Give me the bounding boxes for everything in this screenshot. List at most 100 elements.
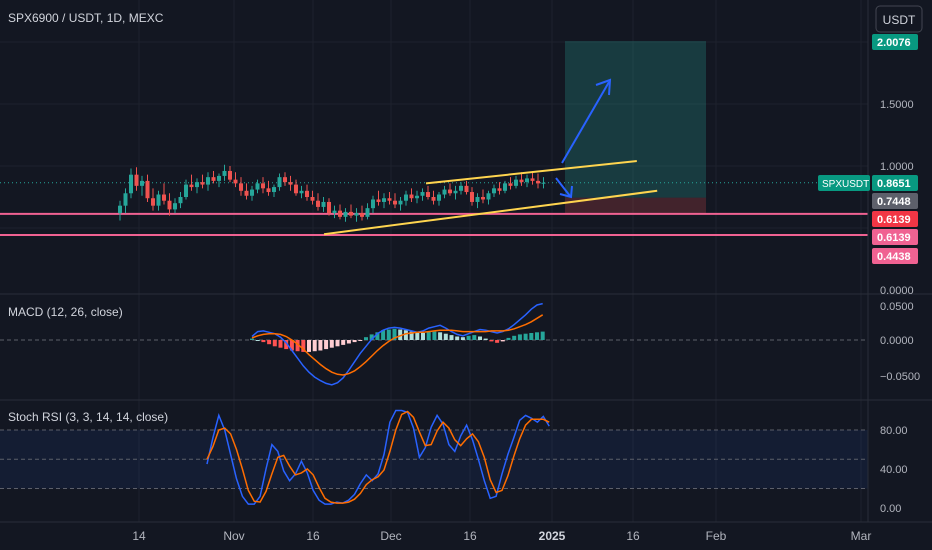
macd-histogram-bar [250, 338, 254, 340]
macd-histogram-bar [364, 337, 368, 340]
candle-body [217, 175, 221, 181]
time-label: Feb [706, 529, 727, 543]
currency-button[interactable]: USDT [875, 5, 923, 33]
candle-body [343, 211, 348, 217]
svg-text:2.0076: 2.0076 [877, 37, 911, 49]
macd-histogram-bar [335, 340, 340, 347]
macd-histogram-bar [506, 337, 511, 340]
macd-histogram-bar [369, 334, 374, 340]
candle-body [470, 192, 474, 202]
macd-histogram-bar [500, 340, 505, 342]
macd-histogram-bar [352, 340, 357, 343]
stop-price-badge: 0.6139 [872, 211, 918, 227]
macd-histogram-bar [403, 330, 408, 340]
candle-body [244, 190, 249, 196]
macd-histogram-bar [386, 329, 391, 340]
macd-label: MACD (12, 26, close) [8, 305, 123, 319]
support-level-badge: 0.6139 [872, 229, 918, 245]
time-label: 16 [463, 529, 477, 543]
svg-text:0.6139: 0.6139 [877, 232, 911, 244]
macd-histogram-bar [346, 340, 351, 344]
candle-body [123, 193, 128, 206]
time-label: 16 [626, 529, 640, 543]
time-label: Mar [851, 529, 872, 543]
macd-histogram-bar [312, 340, 317, 352]
macd-histogram-bar [455, 336, 460, 340]
symbol-title: SPX6900 / USDT, 1D, MEXC [8, 11, 164, 25]
candlestick-series [118, 164, 546, 222]
candle-body [420, 192, 425, 196]
candle-body [118, 205, 122, 214]
candle-body [151, 198, 155, 206]
time-label: Nov [223, 529, 244, 543]
candle-body [464, 185, 469, 193]
candle-body [283, 177, 287, 183]
candle-body [519, 179, 524, 183]
candle-body [503, 183, 507, 191]
macd-histogram-bar [261, 340, 266, 343]
macd-histogram-bar [460, 337, 465, 340]
macd-histogram-bar [255, 340, 260, 341]
candle-body [277, 177, 282, 188]
candle-body [167, 200, 172, 210]
candle-body [382, 198, 386, 202]
last-price-badge: 0.8651 [872, 175, 918, 191]
macd-histogram-bar [307, 340, 311, 352]
candle-body [288, 182, 293, 185]
candle-body [360, 213, 364, 217]
svg-text:0.8651: 0.8651 [877, 178, 911, 190]
macd-histogram-bar [341, 340, 346, 345]
macd-histogram-bar [432, 331, 437, 340]
candle-body [206, 177, 210, 185]
candle-body [184, 184, 188, 197]
stoch-tick: 80.00 [880, 425, 908, 437]
macd-histogram-bar [329, 340, 334, 348]
trendline-drawings[interactable] [323, 78, 658, 236]
candle-body [393, 200, 397, 205]
signal-line [251, 314, 544, 376]
candle-body [448, 189, 452, 194]
macd-histogram-bar [443, 333, 448, 340]
stoch-d-line [206, 410, 550, 504]
time-axis[interactable]: 14 Nov 16 Dec 16 2025 16 Feb Mar [132, 529, 871, 543]
time-label: 16 [306, 529, 320, 543]
macd-histogram-bar [392, 328, 397, 340]
candle-body [239, 183, 243, 191]
macd-histogram-bar [483, 338, 488, 340]
price-tick: 1.5000 [880, 99, 914, 111]
candle-body [145, 180, 150, 199]
stoch-tick: 0.00 [880, 503, 901, 515]
candle-body [255, 183, 260, 190]
macd-histogram-bar [415, 332, 420, 340]
candle-body [431, 197, 436, 201]
candle-body [178, 197, 183, 204]
candle-body [162, 194, 166, 201]
candle-body [140, 180, 144, 186]
macd-histogram-bar [449, 335, 454, 340]
candle-body [404, 194, 408, 201]
bearish-arrow [555, 177, 571, 197]
stop-zone [565, 197, 706, 214]
candle-body [376, 199, 381, 202]
candle-body [530, 178, 535, 181]
macd-histogram-bar [421, 333, 425, 340]
time-label: Dec [380, 529, 401, 543]
macd-histogram-bar [438, 332, 443, 340]
stoch-rsi-pane [0, 409, 868, 505]
stoch-k-line [206, 409, 550, 505]
macd-histogram-bar [381, 330, 386, 340]
bullish-arrow [561, 81, 610, 164]
macd-histogram-bar [540, 331, 545, 340]
candle-body [327, 201, 331, 214]
macd-pane [0, 302, 868, 386]
grid-lines [0, 0, 868, 522]
macd-tick: 0.0000 [880, 335, 914, 347]
macd-tick: 0.0500 [880, 301, 914, 313]
channel-upper-line [425, 160, 637, 185]
macd-histogram-bar [272, 340, 277, 347]
candle-body [371, 199, 375, 209]
candle-body [536, 180, 540, 184]
macd-line [251, 302, 543, 386]
